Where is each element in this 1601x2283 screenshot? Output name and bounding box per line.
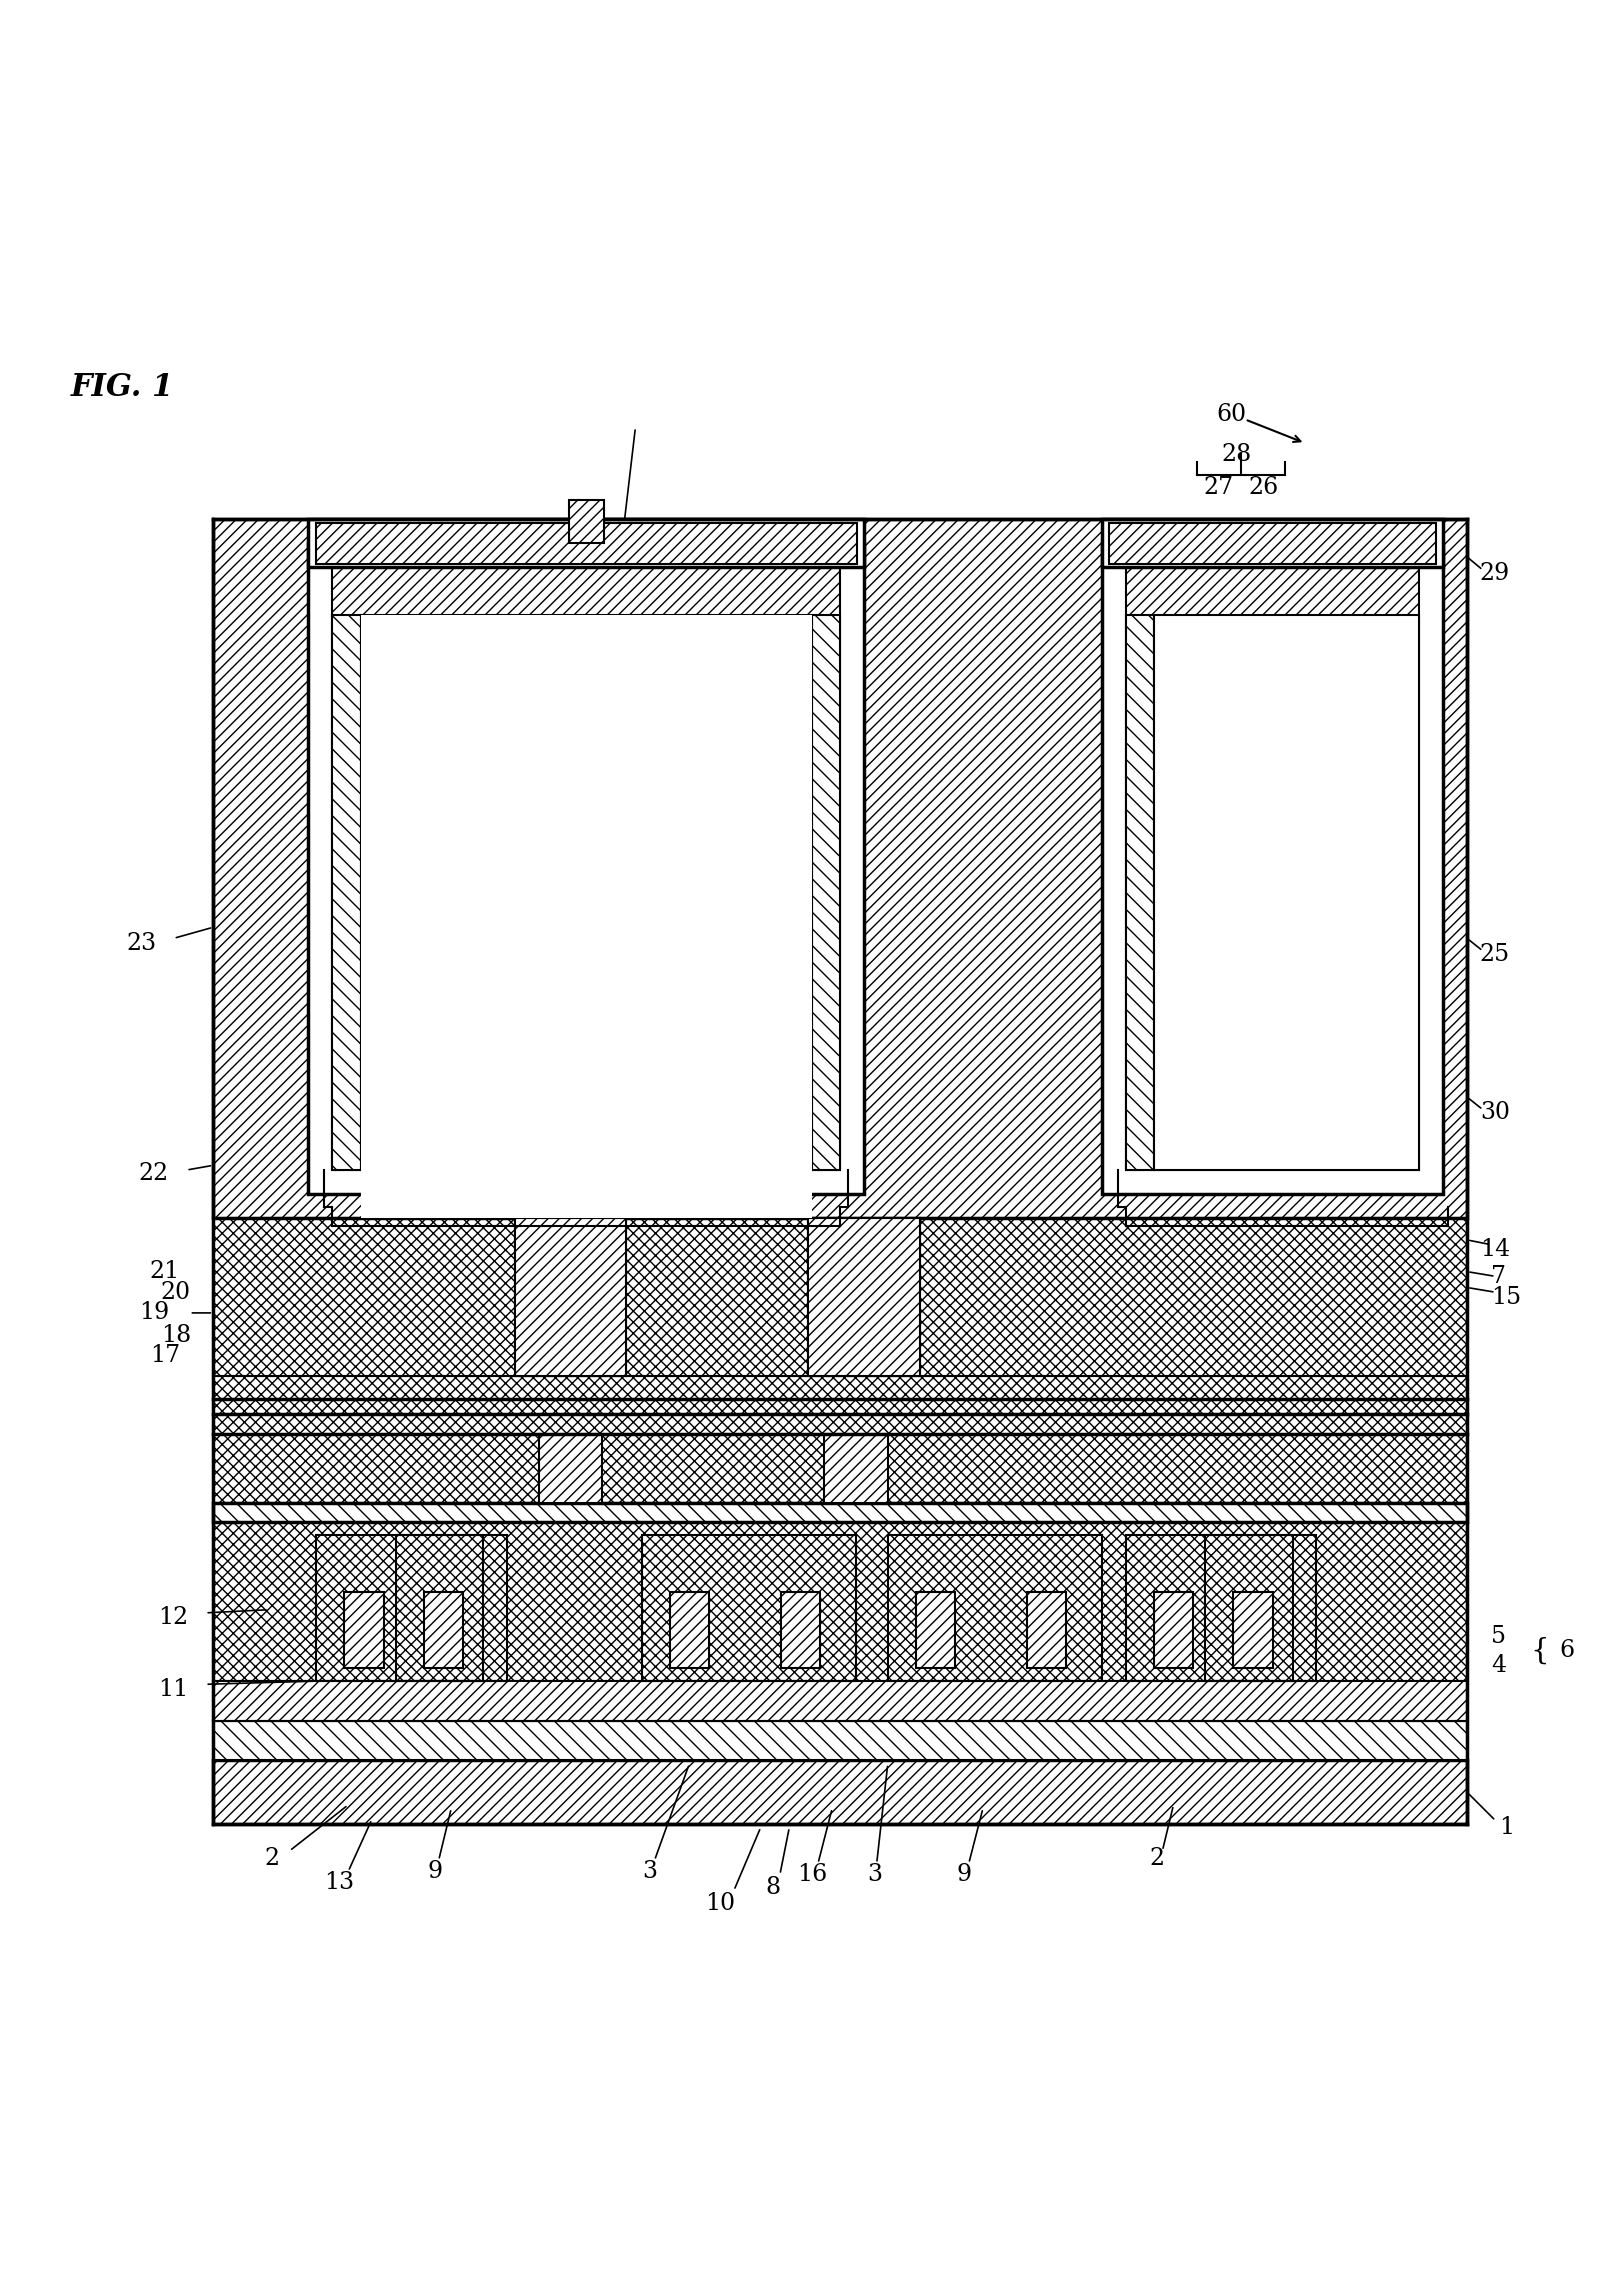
Bar — [395, 1534, 508, 1680]
Text: 16: 16 — [797, 1863, 828, 1886]
Bar — [1233, 1591, 1273, 1669]
Text: 15: 15 — [1491, 1285, 1521, 1308]
Text: 1: 1 — [1499, 1815, 1515, 1838]
Bar — [809, 1217, 919, 1377]
Text: 5: 5 — [1491, 1625, 1507, 1648]
Text: 10: 10 — [706, 1893, 735, 1915]
Text: 3: 3 — [642, 1861, 656, 1883]
Bar — [317, 1534, 484, 1680]
Text: 12: 12 — [158, 1607, 187, 1630]
Bar — [1109, 523, 1436, 564]
Bar — [360, 614, 812, 1217]
Bar — [213, 1523, 1467, 1680]
Bar — [1101, 543, 1443, 1194]
Text: 2: 2 — [1150, 1847, 1166, 1870]
Text: 14: 14 — [1479, 1237, 1510, 1260]
Text: 4: 4 — [1491, 1653, 1507, 1676]
Text: 18: 18 — [160, 1324, 191, 1347]
Text: 9: 9 — [956, 1863, 972, 1886]
Bar — [213, 1504, 1467, 1523]
Text: 21: 21 — [150, 1260, 179, 1283]
Text: 29: 29 — [1479, 562, 1510, 584]
Bar — [516, 1217, 626, 1377]
Bar — [538, 1434, 602, 1504]
Bar — [213, 1377, 1467, 1504]
Bar — [1026, 1591, 1066, 1669]
Text: 60: 60 — [1217, 404, 1247, 427]
Bar — [1154, 1591, 1193, 1669]
Text: 3: 3 — [868, 1863, 882, 1886]
Bar — [1154, 614, 1420, 1171]
Bar — [809, 1217, 919, 1377]
Bar — [213, 1721, 1467, 1760]
Text: 26: 26 — [1249, 477, 1278, 500]
Text: 22: 22 — [139, 1162, 170, 1185]
Bar — [213, 1760, 1467, 1824]
Bar — [1206, 1534, 1316, 1680]
Bar — [309, 543, 865, 1194]
Text: 9: 9 — [427, 1861, 442, 1883]
Bar — [642, 1534, 857, 1680]
Bar — [333, 566, 841, 1171]
Text: 25: 25 — [1479, 943, 1510, 966]
Text: 30: 30 — [1479, 1100, 1510, 1126]
Bar — [315, 523, 857, 564]
Bar — [781, 1591, 820, 1669]
Text: 23: 23 — [126, 931, 157, 954]
Bar — [1101, 518, 1443, 566]
Text: 8: 8 — [765, 1877, 781, 1899]
Bar — [568, 500, 604, 543]
Bar — [1126, 614, 1154, 1171]
Text: 27: 27 — [1204, 477, 1234, 500]
Text: 6: 6 — [1559, 1639, 1574, 1662]
Bar — [360, 614, 812, 1171]
Bar — [669, 1591, 709, 1669]
Text: 2: 2 — [264, 1847, 279, 1870]
Bar — [516, 1217, 626, 1377]
Bar — [1126, 566, 1420, 1171]
Bar — [309, 518, 865, 566]
Bar — [213, 1680, 1467, 1721]
Text: 28: 28 — [1222, 443, 1252, 466]
Bar — [213, 518, 1467, 1217]
Bar — [333, 614, 360, 1171]
Bar — [916, 1591, 956, 1669]
Bar — [825, 1434, 889, 1504]
Bar — [424, 1591, 463, 1669]
Text: 19: 19 — [139, 1301, 170, 1324]
Text: 20: 20 — [160, 1281, 191, 1304]
Text: {: { — [1531, 1637, 1550, 1664]
Text: FIG. 1: FIG. 1 — [70, 372, 173, 404]
Text: 11: 11 — [158, 1678, 187, 1701]
Bar — [1126, 1534, 1292, 1680]
Bar — [344, 1591, 384, 1669]
Bar — [213, 1217, 1467, 1377]
Text: 17: 17 — [150, 1345, 179, 1368]
Bar — [812, 614, 841, 1171]
Text: 13: 13 — [325, 1872, 354, 1895]
Bar — [889, 1534, 1101, 1680]
Text: 7: 7 — [1491, 1265, 1507, 1288]
Text: 24: 24 — [602, 530, 632, 552]
